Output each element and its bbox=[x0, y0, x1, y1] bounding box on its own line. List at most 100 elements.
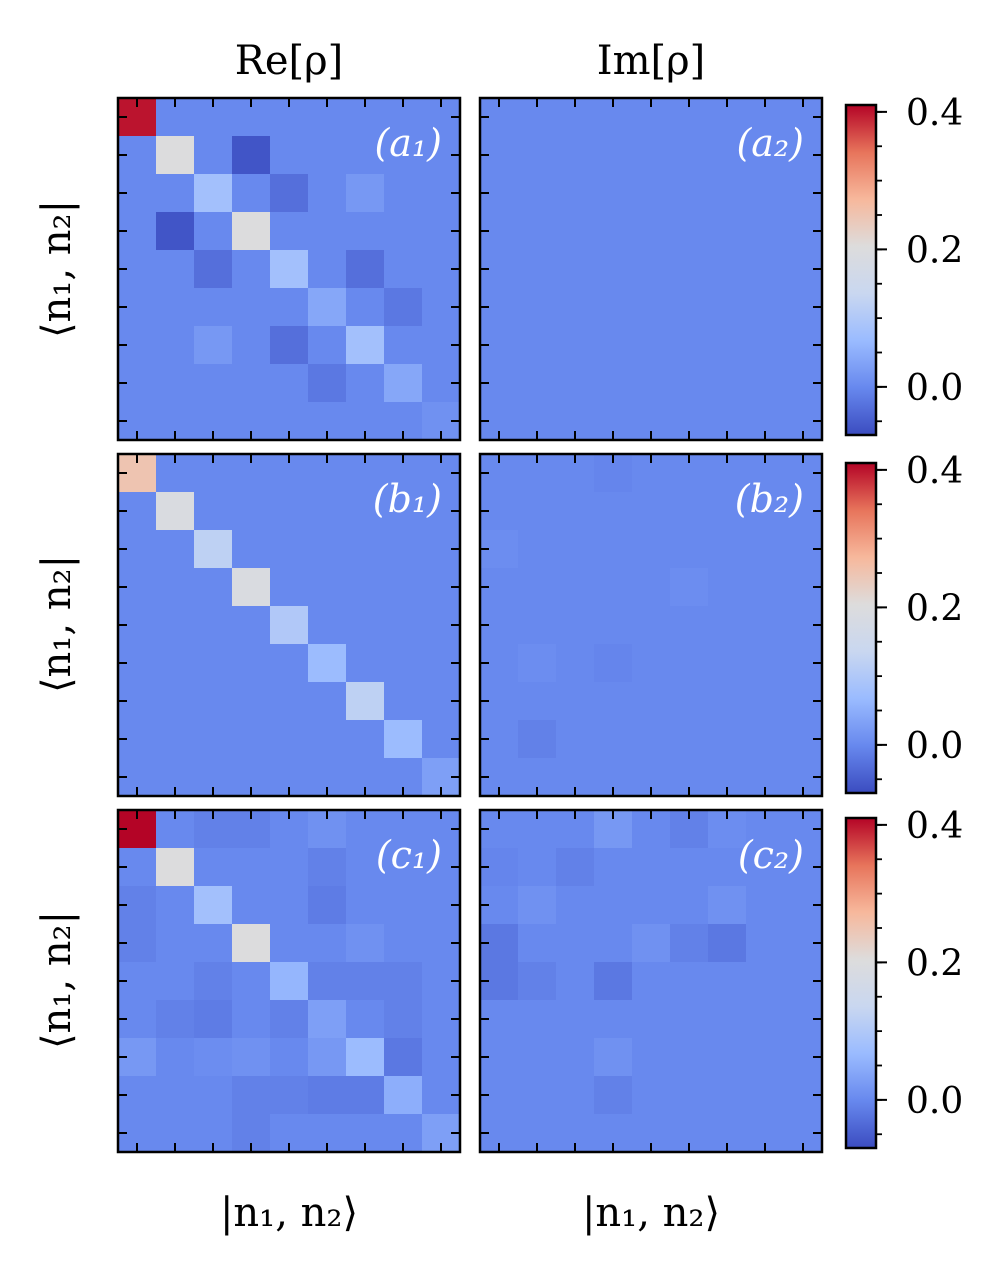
panel-label-b2: (b₂) bbox=[735, 477, 804, 521]
heatmap-cell bbox=[346, 1076, 385, 1115]
heatmap-cell bbox=[518, 250, 557, 289]
heatmap-cell bbox=[194, 924, 233, 963]
heatmap-cell bbox=[194, 1038, 233, 1077]
heatmap-cell bbox=[346, 136, 385, 175]
heatmap-cell bbox=[308, 848, 347, 887]
heatmap-cell bbox=[746, 568, 785, 607]
heatmap-cell bbox=[308, 136, 347, 175]
heatmap-cell bbox=[518, 136, 557, 175]
heatmap-cell bbox=[194, 886, 233, 925]
heatmap-cell bbox=[632, 886, 671, 925]
heatmap-cell bbox=[194, 644, 233, 683]
heatmap-cell bbox=[708, 1038, 747, 1077]
heatmap-cell bbox=[518, 720, 557, 759]
heatmap-panel-c2: (c₂) bbox=[478, 808, 824, 1154]
heatmap-cell bbox=[518, 212, 557, 251]
colorbar-tick-label: 0.2 bbox=[906, 588, 963, 629]
heatmap-cell bbox=[632, 530, 671, 569]
heatmap-cell bbox=[194, 720, 233, 759]
heatmap-cell bbox=[270, 364, 309, 403]
heatmap-cell bbox=[670, 136, 709, 175]
heatmap-cell bbox=[232, 136, 271, 175]
heatmap-cell bbox=[708, 1000, 747, 1039]
heatmap-cell bbox=[594, 174, 633, 213]
heatmap-cell bbox=[194, 606, 233, 645]
heatmap-cell bbox=[632, 1000, 671, 1039]
heatmap-cell bbox=[708, 492, 747, 531]
heatmap-cell bbox=[384, 924, 423, 963]
heatmap-cell bbox=[556, 644, 595, 683]
heatmap-cell bbox=[194, 174, 233, 213]
column-title-real: Re[ρ] bbox=[235, 38, 344, 84]
heatmap-cell bbox=[670, 364, 709, 403]
heatmap-panel-c1: (c₁) bbox=[116, 808, 462, 1154]
heatmap-cell bbox=[632, 720, 671, 759]
heatmap-cell bbox=[670, 212, 709, 251]
heatmap-cell bbox=[708, 682, 747, 721]
heatmap-cell bbox=[670, 568, 709, 607]
heatmap-cell bbox=[232, 364, 271, 403]
row-b-ylabel: ⟨n₁, n₂| bbox=[34, 555, 80, 693]
column-imag-xlabel: |n₁, n₂⟩ bbox=[582, 1190, 720, 1236]
colorbar-frame bbox=[844, 816, 878, 1150]
heatmap-cell bbox=[308, 326, 347, 365]
heatmap-cell bbox=[594, 924, 633, 963]
heatmap-cell bbox=[384, 136, 423, 175]
heatmap-cell bbox=[270, 212, 309, 251]
heatmap-cell bbox=[232, 848, 271, 887]
heatmap-cell bbox=[270, 1076, 309, 1115]
heatmap-cell bbox=[632, 606, 671, 645]
heatmap-cell bbox=[384, 962, 423, 1001]
heatmap-cell bbox=[518, 848, 557, 887]
heatmap-cell bbox=[746, 174, 785, 213]
heatmap-cell bbox=[156, 1038, 195, 1077]
heatmap-cell bbox=[632, 174, 671, 213]
heatmap-cell bbox=[518, 326, 557, 365]
panel-ticks bbox=[118, 98, 460, 440]
heatmap-cell bbox=[708, 1076, 747, 1115]
heatmap-cell bbox=[708, 962, 747, 1001]
heatmap-cell bbox=[632, 962, 671, 1001]
heatmap-cell bbox=[708, 568, 747, 607]
heatmap-cell bbox=[308, 1000, 347, 1039]
heatmap-cell bbox=[156, 1076, 195, 1115]
heatmap-cell bbox=[308, 364, 347, 403]
heatmap-cell bbox=[384, 720, 423, 759]
heatmap-cell bbox=[346, 492, 385, 531]
heatmap-cell bbox=[270, 1038, 309, 1077]
heatmap-cell bbox=[556, 606, 595, 645]
heatmap-cell bbox=[594, 1000, 633, 1039]
panel-frame bbox=[116, 808, 462, 1154]
heatmap-cell bbox=[594, 568, 633, 607]
heatmap-cell bbox=[594, 288, 633, 327]
heatmap-cell bbox=[670, 720, 709, 759]
heatmap-cell bbox=[518, 682, 557, 721]
heatmap-cell bbox=[670, 1038, 709, 1077]
heatmap-cell bbox=[346, 250, 385, 289]
colorbar-c: 0.0 0.2 0.4 bbox=[844, 806, 963, 1150]
heatmap-cell bbox=[746, 1000, 785, 1039]
heatmap-cell bbox=[670, 174, 709, 213]
heatmap-cell bbox=[346, 1000, 385, 1039]
heatmap-cell bbox=[746, 530, 785, 569]
colorbar-tick-label: 0.0 bbox=[906, 1081, 963, 1122]
heatmap-cell bbox=[518, 288, 557, 327]
panel-frame bbox=[478, 452, 824, 798]
heatmap-cell bbox=[556, 212, 595, 251]
heatmap-cell bbox=[746, 644, 785, 683]
heatmap-cell bbox=[708, 326, 747, 365]
heatmap-cell bbox=[308, 644, 347, 683]
heatmap-cell bbox=[232, 174, 271, 213]
heatmap-cell bbox=[632, 136, 671, 175]
heatmap-cell bbox=[194, 288, 233, 327]
heatmap-cell bbox=[194, 530, 233, 569]
heatmap-cell bbox=[384, 606, 423, 645]
heatmap-cell bbox=[308, 606, 347, 645]
heatmap-cell bbox=[518, 962, 557, 1001]
heatmap-cell bbox=[270, 568, 309, 607]
heatmap-cell bbox=[518, 1000, 557, 1039]
heatmap-cell bbox=[194, 568, 233, 607]
heatmap-cell bbox=[384, 682, 423, 721]
heatmap-cell bbox=[346, 1038, 385, 1077]
heatmap-cell bbox=[270, 530, 309, 569]
